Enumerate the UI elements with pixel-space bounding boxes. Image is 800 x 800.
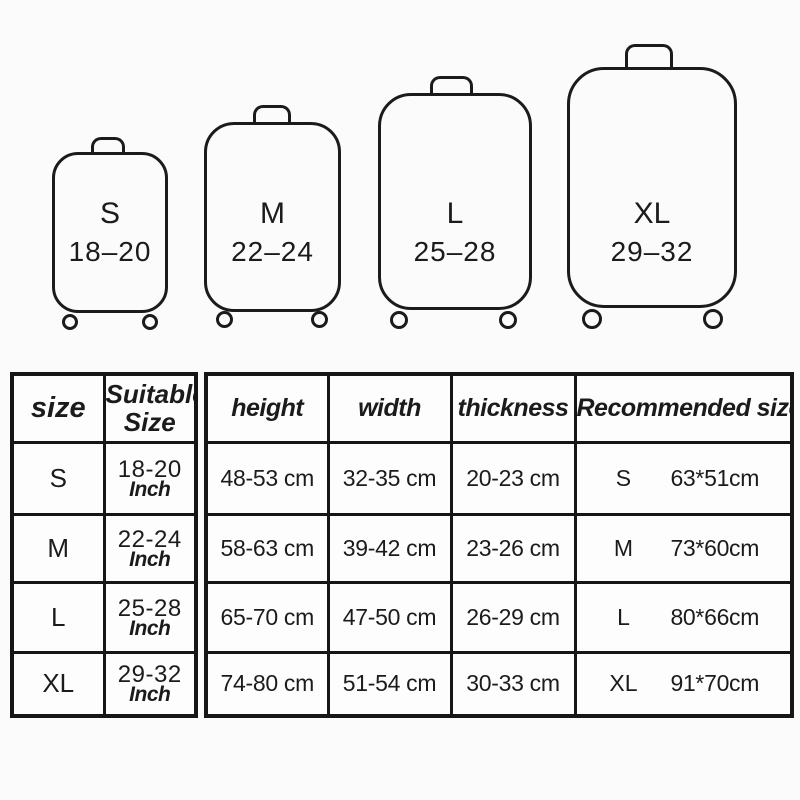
height-cell: 65-70 cm: [204, 580, 330, 654]
suitcase-wheel-icon: [216, 311, 233, 328]
recommended-size-dimensions: 73*60cm: [670, 534, 760, 561]
size-cell: XL: [10, 650, 106, 718]
thickness-cell: 26-29 cm: [449, 580, 577, 654]
suitcase-wheel-icon: [499, 311, 517, 329]
recommended-size-letter: XL: [609, 670, 638, 697]
suitcase-body-outline: [567, 67, 737, 308]
table-row: 65-70 cm 47-50 cm 26-29 cm L 80*66cm: [204, 580, 794, 654]
recommended-size-dimensions: 80*66cm: [670, 603, 760, 630]
size-letter: S: [99, 197, 120, 230]
recommended-size-cell: S 63*51cm: [573, 440, 794, 516]
col-header-recommended-size: Recommended size: [573, 372, 794, 444]
suitcase-body-outline: [204, 122, 341, 312]
size-letter: M: [260, 197, 285, 230]
suitcase-handle-icon: [253, 105, 291, 127]
table-row: XL 29-32 Inch: [10, 650, 198, 718]
height-cell: 74-80 cm: [204, 650, 330, 718]
range-unit: Inch: [129, 616, 171, 640]
recommended-size-letter: L: [617, 603, 630, 630]
width-cell: 51-54 cm: [326, 650, 453, 718]
suitcase-handle-icon: [430, 76, 473, 98]
table-row: L 25-28 Inch: [10, 580, 198, 654]
height-cell: 58-63 cm: [204, 512, 330, 584]
recommended-size-letter: S: [615, 464, 632, 491]
suitcase-label: S 18–20: [52, 196, 168, 272]
size-letter: XL: [633, 197, 671, 230]
size-range: 29–32: [610, 236, 694, 267]
suitcase-wheel-icon: [703, 309, 723, 329]
range-value: 18-20: [117, 455, 182, 483]
recommended-size-cell: M 73*60cm: [573, 512, 794, 584]
suitcase-wheel-icon: [582, 309, 602, 329]
table-row: 48-53 cm 32-35 cm 20-23 cm S 63*51cm: [204, 440, 794, 516]
suitcase-wheel-icon: [142, 314, 158, 330]
table-row: M 22-24 Inch: [10, 512, 198, 584]
col-header-height: height: [204, 372, 330, 444]
table-row: 58-63 cm 39-42 cm 23-26 cm M 73*60cm: [204, 512, 794, 584]
suitcase-wheel-icon: [390, 311, 408, 329]
suitcase-label: M 22–24: [204, 196, 341, 272]
suitcase-body-outline: [52, 152, 168, 313]
col-header-suitable-size: Suitable Size: [102, 372, 198, 444]
suitcase-label: XL 29–32: [567, 196, 737, 272]
width-cell: 47-50 cm: [326, 580, 453, 654]
thickness-cell: 20-23 cm: [449, 440, 577, 516]
size-cell: M: [10, 512, 106, 584]
recommended-size-dimensions: 63*51cm: [670, 464, 760, 491]
size-range: 18–20: [68, 236, 152, 267]
col-header-size: size: [10, 372, 106, 444]
suitcase-label: L 25–28: [378, 196, 532, 272]
width-cell: 39-42 cm: [326, 512, 453, 584]
size-letter: L: [446, 197, 464, 230]
width-cell: 32-35 cm: [326, 440, 453, 516]
size-range: 22–24: [231, 236, 314, 267]
suitcase-body-outline: [378, 93, 532, 310]
thickness-cell: 23-26 cm: [449, 512, 577, 584]
height-cell: 48-53 cm: [204, 440, 330, 516]
suitable-size-cell: 29-32 Inch: [102, 650, 198, 718]
size-table-header-row: size Suitable Size: [10, 372, 198, 444]
table-row: S 18-20 Inch: [10, 440, 198, 516]
col-header-thickness: thickness: [449, 372, 577, 444]
recommended-size-letter: M: [613, 534, 634, 561]
size-cell: L: [10, 580, 106, 654]
size-cell: S: [10, 440, 106, 516]
size-range: 25–28: [413, 236, 497, 267]
recommended-size-cell: L 80*66cm: [573, 580, 794, 654]
range-value: 29-32: [117, 661, 182, 689]
col-header-width: width: [326, 372, 453, 444]
suitcase-wheel-icon: [311, 311, 328, 328]
suitable-size-cell: 25-28 Inch: [102, 580, 198, 654]
thickness-cell: 30-33 cm: [449, 650, 577, 718]
range-unit: Inch: [129, 477, 171, 501]
range-value: 25-28: [117, 594, 182, 622]
suitable-size-cell: 22-24 Inch: [102, 512, 198, 584]
recommended-size-cell: XL 91*70cm: [573, 650, 794, 718]
range-unit: Inch: [129, 683, 171, 707]
suitable-size-cell: 18-20 Inch: [102, 440, 198, 516]
dimension-table-header-row: height width thickness Recommended size: [204, 372, 794, 444]
suitcase-wheel-icon: [62, 314, 78, 330]
range-value: 22-24: [117, 525, 182, 553]
size-table: size Suitable Size S 18-20 Inch M 22-24 …: [10, 372, 198, 718]
recommended-size-dimensions: 91*70cm: [670, 670, 760, 697]
dimension-table: height width thickness Recommended size …: [204, 372, 794, 718]
table-row: 74-80 cm 51-54 cm 30-33 cm XL 91*70cm: [204, 650, 794, 718]
range-unit: Inch: [129, 547, 171, 571]
